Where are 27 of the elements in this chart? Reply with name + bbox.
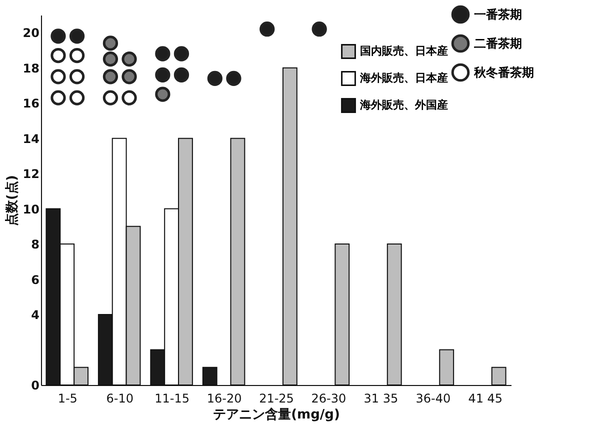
y-tick-label: 0 bbox=[31, 378, 40, 392]
legend-label: 秋冬番茶期 bbox=[473, 66, 534, 80]
x-tick-label: 16-20 bbox=[206, 392, 242, 406]
x-axis-title: テアニン含量(mg/g) bbox=[213, 406, 340, 422]
y-tick-label: 4 bbox=[31, 308, 40, 322]
y-tick-label: 18 bbox=[22, 61, 40, 76]
y-tick-label: 8 bbox=[31, 238, 40, 252]
x-tick-label: 1-5 bbox=[58, 392, 78, 406]
x-tick-label: 6-10 bbox=[106, 392, 134, 406]
y-tick-label: 14 bbox=[22, 132, 40, 146]
y-tick-label: 12 bbox=[22, 167, 40, 182]
x-tick-label: 11-15 bbox=[154, 392, 190, 406]
y-tick-label: 10 bbox=[22, 202, 40, 216]
y-tick-label: 16 bbox=[22, 96, 40, 111]
y-tick-label: 20 bbox=[22, 26, 40, 40]
y-axis-title: 点数(点) bbox=[4, 175, 20, 226]
x-tick-label: 26-30 bbox=[311, 392, 346, 406]
x-tick-label: 41 45 bbox=[468, 392, 503, 406]
y-tick-label: 6 bbox=[31, 272, 40, 287]
x-tick-label: 21-25 bbox=[259, 392, 294, 406]
legend-label: 国内販売、日本産 bbox=[360, 44, 448, 58]
legend-label: 一番茶期 bbox=[474, 8, 522, 22]
legend-label: 二番茶期 bbox=[474, 36, 522, 50]
x-tick-label: 31 35 bbox=[364, 392, 398, 406]
legend-label: 海外販売、外国産 bbox=[359, 98, 448, 112]
x-tick-label: 36-40 bbox=[416, 392, 451, 406]
legend-label: 海外販売、日本産 bbox=[359, 72, 448, 84]
